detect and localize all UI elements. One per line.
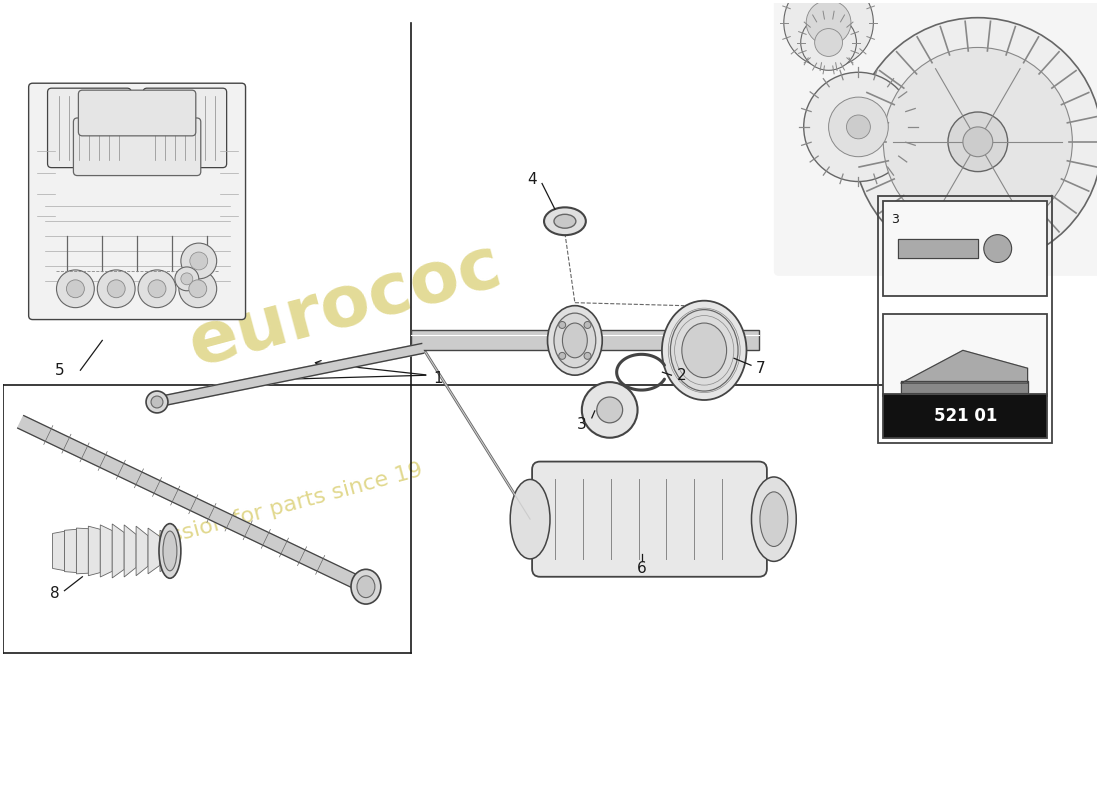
Circle shape	[56, 270, 95, 308]
Ellipse shape	[662, 301, 747, 400]
Circle shape	[180, 273, 192, 285]
Polygon shape	[88, 526, 100, 576]
Ellipse shape	[554, 313, 596, 368]
Polygon shape	[100, 525, 112, 577]
Text: 5: 5	[55, 362, 64, 378]
Circle shape	[559, 352, 565, 359]
FancyBboxPatch shape	[74, 118, 201, 175]
Text: 8: 8	[50, 586, 59, 601]
Circle shape	[948, 112, 1008, 171]
FancyBboxPatch shape	[410, 330, 759, 350]
Ellipse shape	[682, 323, 727, 378]
Text: 7: 7	[756, 361, 766, 376]
FancyBboxPatch shape	[883, 202, 1047, 296]
Circle shape	[180, 243, 217, 279]
Circle shape	[66, 280, 85, 298]
Polygon shape	[112, 524, 124, 578]
Circle shape	[806, 0, 851, 45]
Text: 1: 1	[433, 370, 443, 386]
Polygon shape	[65, 530, 76, 573]
Polygon shape	[53, 531, 65, 570]
Circle shape	[597, 397, 623, 423]
Circle shape	[559, 322, 565, 329]
FancyBboxPatch shape	[143, 88, 227, 168]
Circle shape	[148, 280, 166, 298]
Polygon shape	[899, 239, 978, 258]
Polygon shape	[18, 415, 369, 593]
Ellipse shape	[358, 576, 375, 598]
Circle shape	[175, 267, 199, 290]
Circle shape	[584, 352, 591, 359]
Text: 521 01: 521 01	[934, 407, 997, 425]
Polygon shape	[901, 350, 1027, 383]
Circle shape	[139, 270, 176, 308]
Circle shape	[983, 234, 1012, 262]
FancyBboxPatch shape	[78, 90, 196, 136]
FancyBboxPatch shape	[883, 394, 1047, 438]
Ellipse shape	[146, 391, 168, 413]
Ellipse shape	[510, 479, 550, 559]
Circle shape	[784, 0, 873, 67]
FancyBboxPatch shape	[883, 314, 1047, 396]
Circle shape	[190, 252, 208, 270]
FancyBboxPatch shape	[29, 83, 245, 319]
Text: a passion for parts since 19: a passion for parts since 19	[122, 460, 426, 559]
Ellipse shape	[163, 531, 177, 571]
Ellipse shape	[670, 310, 738, 391]
Circle shape	[815, 29, 843, 57]
Ellipse shape	[544, 207, 586, 235]
Polygon shape	[148, 528, 159, 574]
Ellipse shape	[548, 306, 602, 375]
Circle shape	[107, 280, 125, 298]
Circle shape	[189, 280, 207, 298]
Circle shape	[854, 18, 1100, 266]
Ellipse shape	[554, 214, 576, 228]
Text: eurococ: eurococ	[182, 230, 510, 380]
Text: 3: 3	[578, 418, 586, 432]
Circle shape	[582, 382, 638, 438]
Ellipse shape	[562, 323, 587, 358]
Circle shape	[883, 47, 1072, 236]
FancyBboxPatch shape	[47, 88, 131, 168]
Polygon shape	[901, 381, 1027, 393]
Circle shape	[962, 127, 993, 157]
FancyBboxPatch shape	[774, 0, 1100, 276]
Polygon shape	[76, 528, 88, 574]
Ellipse shape	[160, 524, 180, 578]
FancyBboxPatch shape	[532, 462, 767, 577]
Polygon shape	[136, 526, 149, 576]
Circle shape	[847, 115, 870, 139]
Ellipse shape	[351, 570, 381, 604]
Text: 3: 3	[891, 214, 899, 226]
Ellipse shape	[151, 396, 163, 408]
Circle shape	[828, 97, 889, 157]
Ellipse shape	[760, 492, 788, 546]
Polygon shape	[156, 343, 424, 407]
Polygon shape	[124, 525, 136, 577]
Text: 4: 4	[527, 172, 537, 187]
Text: 2: 2	[676, 368, 686, 382]
Circle shape	[584, 322, 591, 329]
Circle shape	[804, 72, 913, 182]
Text: 6: 6	[637, 562, 647, 576]
Polygon shape	[160, 530, 172, 571]
Circle shape	[801, 14, 857, 70]
Circle shape	[179, 270, 217, 308]
Circle shape	[97, 270, 135, 308]
Ellipse shape	[751, 477, 796, 562]
